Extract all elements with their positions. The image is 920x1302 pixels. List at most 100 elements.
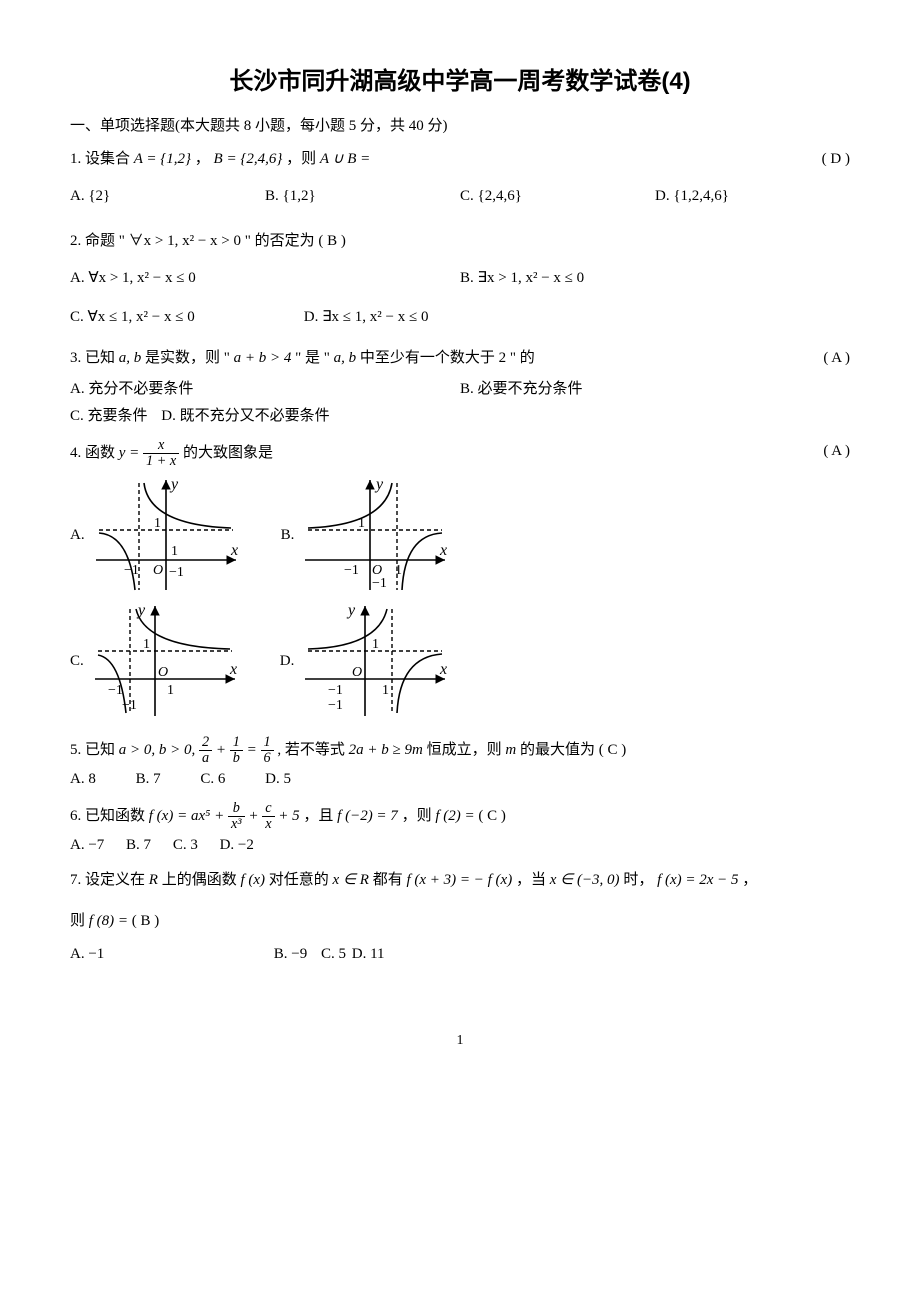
q5-f2d: b <box>230 751 243 766</box>
question-1: 1. 设集合 A = {1,2} ， B = {2,4,6} ，则 A ∪ B … <box>70 146 850 210</box>
q7-e: ，当 <box>516 872 550 888</box>
svg-text:y: y <box>374 476 384 493</box>
question-3: 3. 已知 a, b 是实数，则 " a + b > 4 " 是 " a, b … <box>70 345 850 430</box>
q6-b: ，且 <box>303 808 337 824</box>
q4-graph-a: x y 1 −1 1 O −1 <box>91 475 241 595</box>
q4-graph-d: x y 1 −1 1 O −1 <box>300 601 450 721</box>
q7-b: 上的偶函数 <box>162 872 241 888</box>
q5-eq: = <box>247 742 261 758</box>
question-5: 5. 已知 a > 0, b > 0, 2a + 1b = 16 , 若不等式 … <box>70 735 850 793</box>
q5-d: 的最大值为 ( C ) <box>520 742 626 758</box>
q5-c: 恒成立，则 <box>427 742 506 758</box>
q4-a: 4. 函数 <box>70 445 119 461</box>
q5-opt-b: B. 7 <box>136 766 161 793</box>
svg-text:−1: −1 <box>108 683 123 698</box>
q7-ans: ( B ) <box>132 913 160 929</box>
question-7: 7. 设定义在 R 上的偶函数 f (x) 对任意的 x ∈ R 都有 f (x… <box>70 867 850 968</box>
q4-b: 的大致图象是 <box>183 445 273 461</box>
svg-text:−1: −1 <box>328 698 343 713</box>
q5-b: , 若不等式 <box>277 742 348 758</box>
q3-a: 3. 已知 <box>70 350 119 366</box>
q7-d: 都有 <box>373 872 407 888</box>
q2-opt-a: A. ∀x > 1, x² − x ≤ 0 <box>70 265 460 292</box>
q5-m: m <box>505 742 516 758</box>
q6-opt-c: C. 3 <box>173 832 198 859</box>
q6-fneg2: f (−2) = 7 <box>337 808 398 824</box>
q4-graphs-row1: A. x y 1 −1 1 O −1 B. <box>70 475 850 595</box>
svg-text:y: y <box>169 476 179 493</box>
svg-text:−1: −1 <box>328 683 343 698</box>
q5-opt-d: D. 5 <box>265 766 291 793</box>
q6-plus: + <box>248 808 262 824</box>
svg-text:y: y <box>346 602 356 619</box>
q3-d: 中至少有一个数大于 2 " 的 <box>360 350 535 366</box>
q3-opt-c: C. 充要条件 <box>70 403 148 430</box>
q7-line2a: 则 <box>70 913 89 929</box>
q4-frac: x 1 + x <box>143 438 179 469</box>
q1-answer: ( D ) <box>822 146 850 173</box>
q6-ans: ( C ) <box>478 808 506 824</box>
q7-range: x ∈ (−3, 0) <box>550 872 620 888</box>
q7-c: 对任意的 <box>269 872 333 888</box>
q7-R: R <box>149 872 158 888</box>
question-6: 6. 已知函数 f (x) = ax⁵ + bx³ + cx + 5 ，且 f … <box>70 801 850 859</box>
q7-g: ， <box>742 872 757 888</box>
svg-text:1: 1 <box>143 637 150 652</box>
q4-yeq: y = <box>119 445 140 461</box>
q4-num: x <box>143 438 179 454</box>
q4-answer: ( A ) <box>823 438 850 465</box>
q7-fx: f (x) <box>240 872 265 888</box>
svg-text:−1: −1 <box>344 563 359 578</box>
svg-text:y: y <box>136 602 146 619</box>
q5-a: 5. 已知 <box>70 742 119 758</box>
q4-label-b: B. <box>281 522 295 549</box>
q4-label-a: A. <box>70 522 85 549</box>
q5-plus1: + <box>216 742 230 758</box>
q3-answer: ( A ) <box>823 345 850 372</box>
page-number: 1 <box>70 1028 850 1053</box>
q4-graph-b: x y 1 −1 1 O −1 <box>300 475 450 595</box>
q5-f2: 1b <box>230 735 243 766</box>
q4-label-d: D. <box>280 648 295 675</box>
q6-tail: + 5 <box>278 808 299 824</box>
q6-f1d: x³ <box>228 817 245 832</box>
q6-f2d: x <box>262 817 274 832</box>
q5-f1n: 2 <box>199 735 212 751</box>
q7-opt-b: B. −9 <box>274 941 307 968</box>
q5-f3d: 6 <box>261 751 274 766</box>
q3-cond: a + b > 4 <box>234 350 292 366</box>
question-2: 2. 命题 " ∀x > 1, x² − x > 0 " 的否定为 ( B ) … <box>70 228 850 331</box>
q7-f: 时， <box>623 872 657 888</box>
svg-text:1: 1 <box>395 563 402 578</box>
svg-text:1: 1 <box>167 683 174 698</box>
q7-rel: f (x + 3) = − f (x) <box>406 872 512 888</box>
q3-b: 是实数，则 " <box>145 350 234 366</box>
svg-text:1: 1 <box>154 516 161 531</box>
svg-text:1: 1 <box>372 637 379 652</box>
q5-f3: 16 <box>261 735 274 766</box>
q3-ab: a, b <box>119 350 142 366</box>
q5-f1: 2a <box>199 735 212 766</box>
q2-opt-d: D. ∃x ≤ 1, x² − x ≤ 0 <box>304 304 429 331</box>
q2-opt-c: C. ∀x ≤ 1, x² − x ≤ 0 <box>70 304 300 331</box>
q4-graphs-row2: C. x y 1 −1 1 O −1 D. <box>70 601 850 721</box>
page-title: 长沙市同升湖高级中学高一周考数学试卷(4) <box>70 60 850 103</box>
q5-cond1: a > 0, b > 0, <box>119 742 199 758</box>
svg-text:x: x <box>439 542 447 559</box>
svg-text:−1: −1 <box>124 563 139 578</box>
q6-c: ，则 <box>402 808 436 824</box>
q6-f2n: c <box>262 801 274 817</box>
q1-opt-d: D. {1,2,4,6} <box>655 183 850 210</box>
q5-ineq: 2a + b ≥ 9m <box>349 742 423 758</box>
q6-f1n: b <box>228 801 245 817</box>
q3-c: " 是 " <box>295 350 334 366</box>
q7-opt-a: A. −1 <box>70 941 270 968</box>
svg-text:x: x <box>439 661 447 678</box>
q6-fx: f (x) = ax⁵ + <box>149 808 228 824</box>
q5-f1d: a <box>199 751 212 766</box>
q6-opt-d: D. −2 <box>220 832 254 859</box>
q5-opt-a: A. 8 <box>70 766 96 793</box>
q6-f2: cx <box>262 801 274 832</box>
q7-a: 7. 设定义在 <box>70 872 149 888</box>
q4-den: 1 + x <box>143 454 179 469</box>
